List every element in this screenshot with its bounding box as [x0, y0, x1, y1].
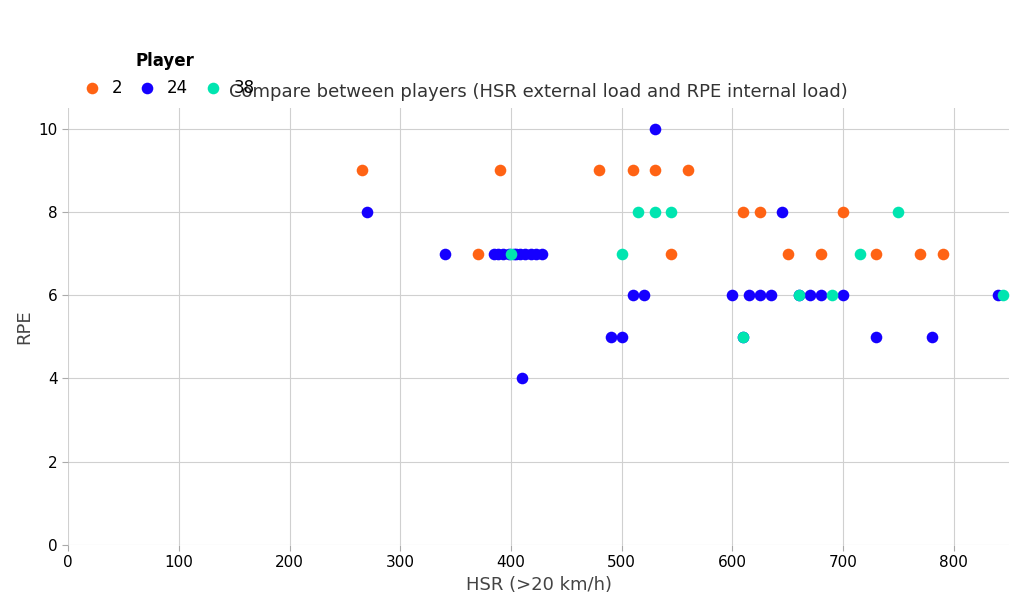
24 [495, 248, 511, 258]
24 [613, 332, 630, 342]
2 [664, 248, 680, 258]
X-axis label: HSR (>20 km/h): HSR (>20 km/h) [466, 576, 611, 594]
2 [868, 248, 885, 258]
24 [868, 332, 885, 342]
24 [512, 248, 528, 258]
24 [752, 290, 768, 300]
38 [851, 248, 867, 258]
24 [802, 290, 818, 300]
2 [353, 166, 370, 175]
24 [774, 207, 791, 217]
24 [508, 248, 524, 258]
38 [823, 290, 840, 300]
38 [664, 207, 680, 217]
Y-axis label: RPE: RPE [15, 309, 33, 343]
2 [625, 166, 641, 175]
Title: Compare between players (HSR external load and RPE internal load): Compare between players (HSR external lo… [229, 83, 848, 100]
24 [358, 207, 375, 217]
38 [995, 290, 1012, 300]
24 [506, 248, 522, 258]
38 [646, 207, 663, 217]
24 [534, 248, 550, 258]
24 [517, 248, 534, 258]
24 [735, 332, 752, 342]
24 [522, 248, 539, 258]
2 [752, 207, 768, 217]
24 [763, 290, 779, 300]
24 [740, 290, 757, 300]
2 [779, 248, 796, 258]
38 [890, 207, 906, 217]
24 [791, 290, 807, 300]
38 [613, 248, 630, 258]
24 [602, 332, 618, 342]
2 [646, 166, 663, 175]
38 [735, 332, 752, 342]
24 [436, 248, 453, 258]
38 [791, 290, 807, 300]
24 [625, 290, 641, 300]
24 [489, 248, 506, 258]
24 [486, 248, 503, 258]
24 [724, 290, 740, 300]
24 [636, 290, 652, 300]
2 [470, 248, 486, 258]
24 [528, 248, 545, 258]
38 [503, 248, 519, 258]
2 [591, 166, 607, 175]
24 [646, 124, 663, 133]
2 [735, 207, 752, 217]
24 [501, 248, 517, 258]
24 [835, 290, 851, 300]
2 [835, 207, 851, 217]
2 [912, 248, 929, 258]
Legend: 2, 24, 38: 2, 24, 38 [69, 46, 261, 104]
2 [813, 248, 829, 258]
24 [514, 373, 530, 383]
24 [924, 332, 940, 342]
2 [935, 248, 951, 258]
24 [813, 290, 829, 300]
24 [990, 290, 1007, 300]
2 [680, 166, 696, 175]
38 [630, 207, 646, 217]
2 [492, 166, 508, 175]
